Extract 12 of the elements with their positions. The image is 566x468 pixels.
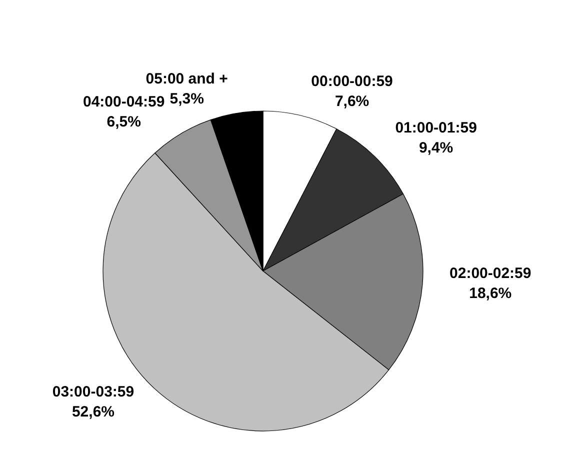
slice-label: 03:00-03:59 xyxy=(52,383,134,400)
data-label: 9,4% xyxy=(418,140,454,157)
slice-label: 01:00-01:59 xyxy=(395,120,477,137)
data-label: 5,3% xyxy=(170,90,204,108)
data-label: 6,5% xyxy=(106,114,141,131)
data-label: 18,6% xyxy=(469,284,512,302)
slice-label: 05:00 and + xyxy=(146,70,228,88)
slice-label: 02:00-02:59 xyxy=(450,264,532,282)
data-label: 7,6% xyxy=(334,93,370,110)
slice-label: 00:00-00:59 xyxy=(311,73,393,90)
slice-label: 04:00-04:59 xyxy=(82,94,165,111)
data-label: 52,6% xyxy=(72,403,115,420)
